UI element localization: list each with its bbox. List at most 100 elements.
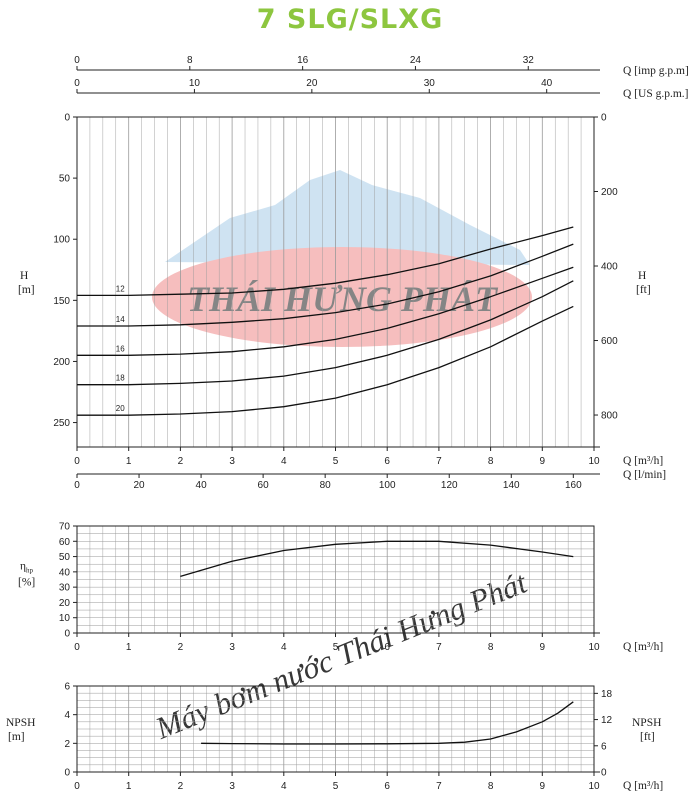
x-axis-label: Q [m³/h] [623, 455, 663, 467]
secondary-x-axis-label: Q [l/min] [623, 469, 666, 481]
head-series-line [77, 243, 574, 327]
secondary-x-tick-label: 40 [541, 78, 553, 89]
y2-tick-label: 6 [601, 741, 607, 752]
x-tick-label: 10 [588, 456, 600, 467]
head-grid [76, 117, 595, 447]
x-tick-label: 8 [488, 456, 494, 467]
x-tick-label: 3 [229, 781, 235, 792]
y2-tick-label: 200 [601, 187, 618, 198]
secondary-x-tick-label: 30 [424, 78, 436, 89]
secondary-x-tick-label: 8 [187, 55, 193, 66]
y2-tick-label: 0 [601, 113, 607, 124]
secondary-x-axis: 0 8 16 24 32 Q [imp g.p.m] [74, 55, 689, 77]
x-tick-label: 5 [333, 781, 339, 792]
x-tick-label: 4 [281, 781, 287, 792]
y2-tick-label: 400 [601, 262, 618, 273]
secondary-x-tick-label: 32 [523, 55, 535, 66]
x-tick-label: 3 [229, 456, 235, 467]
secondary-x-tick-label: 120 [441, 480, 458, 491]
x-tick-label: 0 [74, 456, 80, 467]
series-label: 14 [116, 315, 125, 324]
secondary-x-axis: 0 10 20 30 40 Q [US g.p.m.] [74, 78, 688, 100]
watermark-diagonal-text: Máy bơm nước Thái Hưng Phát [150, 564, 533, 746]
y-tick-label: 0 [64, 768, 70, 779]
y2-tick-label: 600 [601, 336, 618, 347]
x-tick-label: 5 [333, 642, 339, 653]
secondary-x-tick-label: 20 [133, 480, 145, 491]
secondary-x-tick-label: 80 [320, 480, 332, 491]
secondary-x-tick-label: 140 [503, 480, 520, 491]
x-tick-label: 10 [588, 781, 600, 792]
head-series-line [77, 226, 574, 297]
secondary-x-tick-label: 0 [74, 78, 80, 89]
head-chart: 0 1 2 3 4 5 6 7 8 9 10 Q [m³/h]050100150200250H[m]0… [18, 113, 663, 468]
y-tick-label: 40 [59, 567, 71, 578]
x-tick-label: 7 [436, 781, 442, 792]
y2-tick-label: 800 [601, 411, 618, 422]
y-tick-label: 6 [64, 682, 70, 693]
watermark-logo-text: THÁI HƯNG PHÁT [187, 279, 499, 319]
x-tick-label: 1 [126, 781, 132, 792]
efficiency-grid [76, 525, 595, 634]
y-axis-label: ηhp [20, 561, 34, 575]
head-series-line [77, 305, 574, 416]
y-tick-label: 30 [59, 583, 71, 594]
x-axis-label: Q [m³/h] [623, 641, 663, 653]
secondary-x-tick-label: 60 [258, 480, 270, 491]
y2-axis-label-name: H [638, 270, 646, 282]
head-series-line [77, 280, 574, 386]
x-tick-label: 8 [488, 642, 494, 653]
y2-tick-label: 18 [601, 689, 613, 700]
watermark: THÁI HƯNG PHÁT [152, 170, 532, 347]
y-axis-label-symbol: η [20, 561, 26, 573]
secondary-x-tick-label: 24 [410, 55, 422, 66]
x-tick-label: 8 [488, 781, 494, 792]
x-tick-label: 2 [178, 456, 184, 467]
npsh-grid [76, 685, 595, 773]
watermark-ellipse [152, 247, 532, 347]
x-tick-label: 0 [74, 781, 80, 792]
y-tick-label: 4 [64, 710, 70, 721]
efficiency-series-line [180, 540, 574, 578]
x-tick-label: 3 [229, 642, 235, 653]
series-label: 20 [116, 404, 125, 413]
y2-axis-label-unit: [ft] [636, 284, 651, 296]
x-tick-label: 4 [281, 456, 287, 467]
series-label: 18 [116, 374, 125, 383]
y-tick-label: 60 [59, 537, 71, 548]
secondary-x-tick-label: 0 [74, 480, 80, 491]
secondary-x-tick-label: 160 [565, 480, 582, 491]
y-tick-label: 10 [59, 613, 71, 624]
y-tick-label: 0 [64, 113, 70, 124]
x-tick-label: 9 [540, 642, 546, 653]
secondary-x-tick-label: 0 [74, 55, 80, 66]
x-tick-label: 9 [540, 456, 546, 467]
secondary-x-tick-label: 20 [306, 78, 318, 89]
npsh-chart: 0 1 2 3 4 5 6 7 8 9 10 Q [m³/h]0246NPSH[m]061218NPS… [6, 682, 663, 793]
x-tick-label: 6 [384, 456, 390, 467]
y-tick-label: 200 [53, 357, 70, 368]
series-label: 16 [116, 344, 125, 353]
y-axis-label-name: NPSH [6, 717, 35, 729]
y-tick-label: 2 [64, 739, 70, 750]
y-axis-label-unit: [m] [8, 731, 25, 743]
y-tick-label: 0 [64, 629, 70, 640]
y-tick-label: 150 [53, 296, 70, 307]
y-tick-label: 100 [53, 235, 70, 246]
x-tick-label: 7 [436, 456, 442, 467]
y-axis-label-subscript: hp [26, 567, 34, 575]
x-tick-label: 1 [126, 456, 132, 467]
x-tick-label: 6 [384, 781, 390, 792]
x-tick-label: 10 [588, 642, 600, 653]
secondary-x-axis-label: Q [US g.p.m.] [623, 88, 689, 100]
y-tick-label: 250 [53, 418, 70, 429]
secondary-x-axis: 0 20 40 60 80 100 120 140 160 Q [l/min] [74, 469, 666, 491]
x-tick-label: 2 [178, 642, 184, 653]
y-axis-label-unit: [%] [18, 577, 35, 589]
y-axis-label-name: H [20, 270, 28, 282]
x-tick-label: 9 [540, 781, 546, 792]
chart-title: 7 SLG/SLXG [256, 4, 444, 35]
series-label: 12 [116, 284, 125, 293]
x-tick-label: 0 [74, 642, 80, 653]
secondary-x-tick-label: 16 [297, 55, 309, 66]
